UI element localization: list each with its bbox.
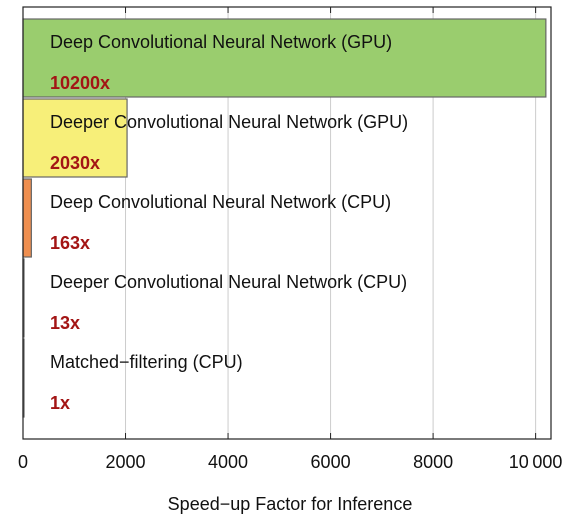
x-tick-label: 6000 [311, 452, 351, 472]
bar-value-label: 10200x [50, 73, 110, 93]
x-axis-title: Speed−up Factor for Inference [168, 494, 413, 514]
bar-category-label: Deep Convolutional Neural Network (CPU) [50, 192, 391, 212]
bar-category-label: Matched−filtering (CPU) [50, 352, 243, 372]
bar [22, 178, 32, 258]
bar-category-label: Deep Convolutional Neural Network (GPU) [50, 32, 392, 52]
x-tick-label: 4000 [208, 452, 248, 472]
x-tick-label: 8000 [413, 452, 453, 472]
x-tick-label: 0 [18, 452, 28, 472]
bar-category-label: Deeper Convolutional Neural Network (GPU… [50, 112, 408, 132]
x-tick-label: 2000 [106, 452, 146, 472]
bar [22, 18, 547, 98]
x-tick-label: 10 000 [509, 452, 563, 472]
x-axis-ticks: 0 2000 4000 6000 8000 10 000 [18, 7, 562, 472]
bar-category-label: Deeper Convolutional Neural Network (CPU… [50, 272, 407, 292]
plot-frame [22, 6, 552, 440]
bar-labels: Deep Convolutional Neural Network (GPU) 1… [50, 32, 408, 413]
bar-value-label: 13x [50, 313, 80, 333]
bar-value-label: 1x [50, 393, 70, 413]
bar-value-label: 2030x [50, 153, 100, 173]
bar-value-label: 163x [50, 233, 90, 253]
